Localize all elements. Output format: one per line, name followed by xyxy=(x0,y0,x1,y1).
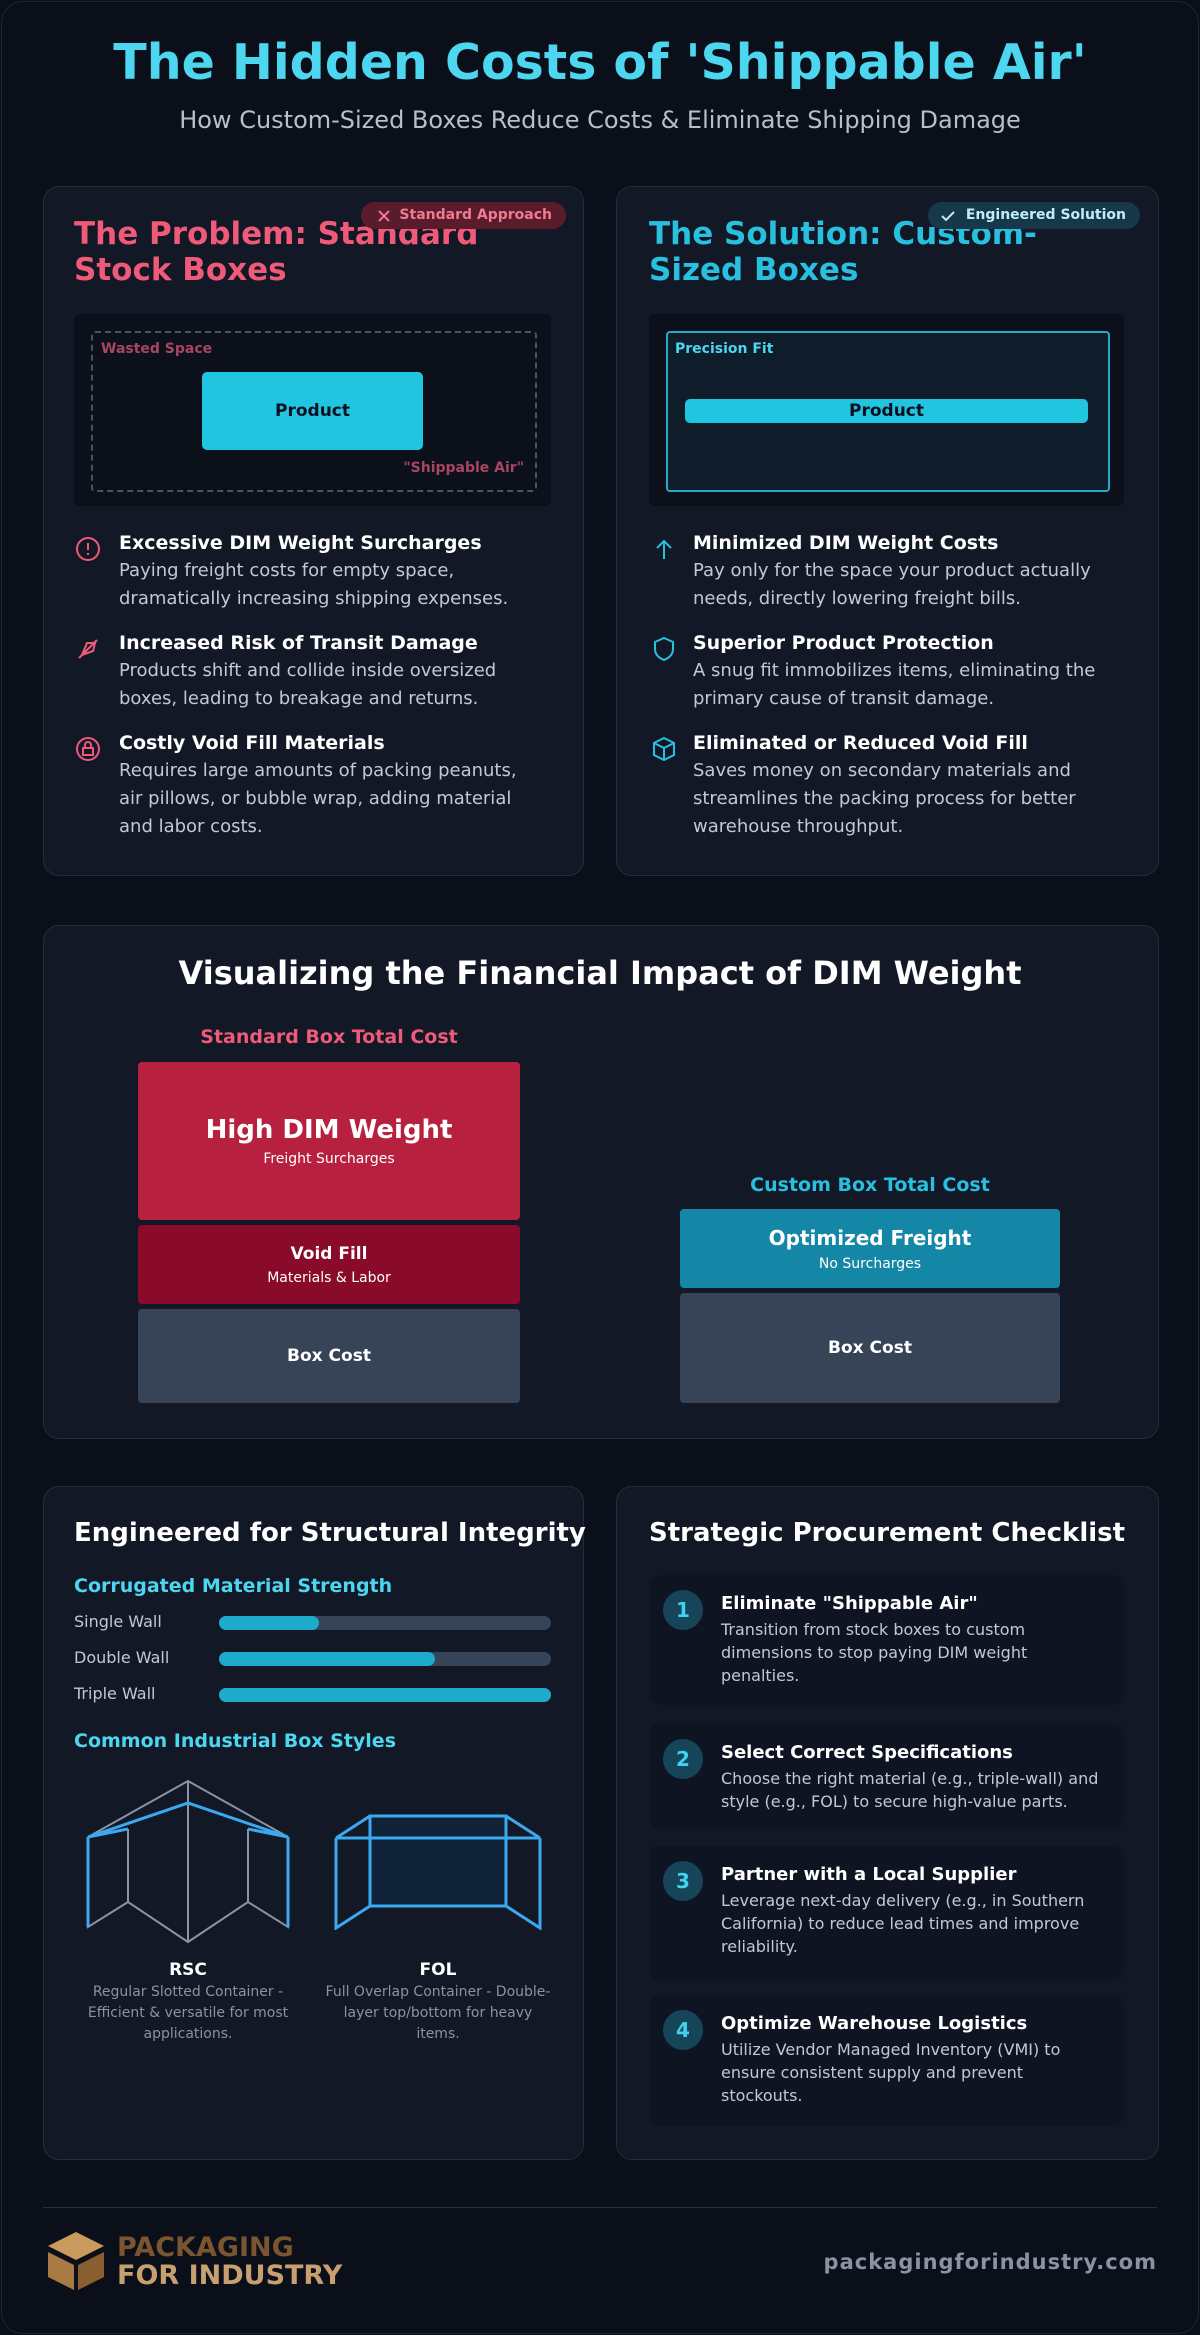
item-title: Excessive DIM Weight Surcharges xyxy=(119,532,482,554)
strength-track xyxy=(219,1652,551,1666)
step-text: Leverage next-day delivery (e.g., in Sou… xyxy=(721,1891,1085,1956)
step-number: 4 xyxy=(663,2010,703,2050)
step-number: 2 xyxy=(663,1739,703,1779)
structure-title: Engineered for Structural Integrity xyxy=(74,1518,586,1548)
shield-icon xyxy=(654,636,674,662)
checklist-item xyxy=(649,1995,1124,2126)
logo-line: PACKAGING xyxy=(117,2232,294,2263)
cost-segment: Box Cost xyxy=(680,1293,1060,1403)
arrow-icon xyxy=(656,539,672,559)
cost-segment: Optimized Freight No Surcharges xyxy=(680,1209,1060,1288)
title: The Hidden Costs of 'Shippable Air' xyxy=(113,34,1087,91)
strength-bar xyxy=(219,1652,435,1666)
checklist-item xyxy=(649,1724,1124,1829)
segment-title: Void Fill xyxy=(290,1243,368,1264)
step-title: Optimize Warehouse Logistics xyxy=(721,2013,1028,2034)
x-icon xyxy=(378,210,390,222)
step-title: Select Correct Specifications xyxy=(721,1742,1013,1763)
item-title: Minimized DIM Weight Costs xyxy=(693,532,999,554)
item-text: Products shift and collide inside oversi… xyxy=(119,660,497,709)
badge-text: Standard Approach xyxy=(399,207,552,223)
strength-title: Corrugated Material Strength xyxy=(74,1575,393,1597)
checklist-item xyxy=(649,1846,1124,1980)
fit-label: Precision Fit xyxy=(675,341,774,357)
item-text: Requires large amounts of packing peanut… xyxy=(119,760,517,837)
footer-url: packagingforindustry.com xyxy=(823,2250,1157,2274)
cost-segment: Void Fill Materials & Labor xyxy=(138,1225,520,1304)
custom-label: Custom Box Total Cost xyxy=(750,1174,990,1196)
step-text: Utilize Vendor Managed Inventory (VMI) t… xyxy=(721,2040,1061,2105)
rsc-drawing xyxy=(86,1779,290,1944)
item-text: A snug fit immobilizes items, eliminatin… xyxy=(693,660,1096,709)
solution-badge: Engineered Solution xyxy=(927,202,1140,229)
step-title: Eliminate "Shippable Air" xyxy=(721,1593,978,1614)
item-text: Paying freight costs for empty space, dr… xyxy=(119,560,509,609)
wall-label: Double Wall xyxy=(74,1648,170,1667)
checklist-item xyxy=(649,1575,1124,1705)
item-title: Superior Product Protection xyxy=(693,632,994,654)
strength-track xyxy=(219,1688,551,1702)
strength-track xyxy=(219,1616,551,1630)
impact-title: Visualizing the Financial Impact of DIM … xyxy=(178,954,1022,992)
step-text: Choose the right material (e.g., triple-… xyxy=(721,1769,1099,1811)
segment-title: Box Cost xyxy=(828,1338,912,1358)
item-title: Eliminated or Reduced Void Fill xyxy=(693,732,1028,754)
problem-badge: Standard Approach xyxy=(361,202,566,229)
styles-title: Common Industrial Box Styles xyxy=(74,1730,396,1752)
segment-sub: Materials & Labor xyxy=(267,1269,391,1286)
step-number: 1 xyxy=(663,1590,703,1630)
product: Product xyxy=(202,372,423,450)
segment-sub: Freight Surcharges xyxy=(263,1151,395,1167)
box-outline xyxy=(91,331,537,492)
style-desc: Regular Slotted Container - Efficient & … xyxy=(87,1984,289,2042)
step-text: Transition from stock boxes to custom di… xyxy=(721,1620,1028,1685)
box-icon xyxy=(653,736,675,762)
standard-label: Standard Box Total Cost xyxy=(200,1026,458,1048)
logo-icon xyxy=(48,2232,104,2290)
segment-sub: No Surcharges xyxy=(818,1255,922,1272)
checklist-title: Strategic Procurement Checklist xyxy=(649,1518,1126,1548)
strength-bar xyxy=(219,1688,551,1702)
logo-line: FOR INDUSTRY xyxy=(117,2260,343,2291)
wall-label: Single Wall xyxy=(74,1612,162,1631)
strength-bar xyxy=(219,1616,319,1630)
item-text: Saves money on secondary materials and s… xyxy=(693,760,1076,837)
divider xyxy=(43,2207,1157,2208)
product: Product xyxy=(685,399,1088,423)
item-title: Increased Risk of Transit Damage xyxy=(119,632,478,654)
damage-icon xyxy=(78,639,98,659)
alert-icon xyxy=(76,537,100,561)
fol-drawing xyxy=(334,1814,542,1930)
wasted-label: Wasted Space xyxy=(101,341,213,357)
cost-segment: High DIM Weight Freight Surcharges xyxy=(138,1062,520,1220)
item-title: Costly Void Fill Materials xyxy=(119,732,385,754)
step-title: Partner with a Local Supplier xyxy=(721,1864,1017,1885)
segment-title: Box Cost xyxy=(287,1346,371,1366)
solution-card xyxy=(616,186,1159,876)
style-desc: Full Overlap Container - Double-layer to… xyxy=(325,1984,551,2042)
check-icon xyxy=(941,211,955,222)
wall-label: Triple Wall xyxy=(74,1684,156,1703)
fill-icon xyxy=(76,737,100,761)
subtitle: How Custom-Sized Boxes Reduce Costs & El… xyxy=(179,106,1021,134)
cost-segment: Box Cost xyxy=(138,1309,520,1403)
air-label: "Shippable Air" xyxy=(403,460,524,476)
style-name: RSC xyxy=(169,1960,207,1980)
step-number: 3 xyxy=(663,1861,703,1901)
segment-title: Optimized Freight xyxy=(768,1225,972,1250)
segment-title: High DIM Weight xyxy=(205,1115,453,1145)
badge-text: Engineered Solution xyxy=(965,207,1126,223)
item-text: Pay only for the space your product actu… xyxy=(693,560,1091,609)
problem-card xyxy=(43,186,584,876)
style-name: FOL xyxy=(419,1960,457,1980)
